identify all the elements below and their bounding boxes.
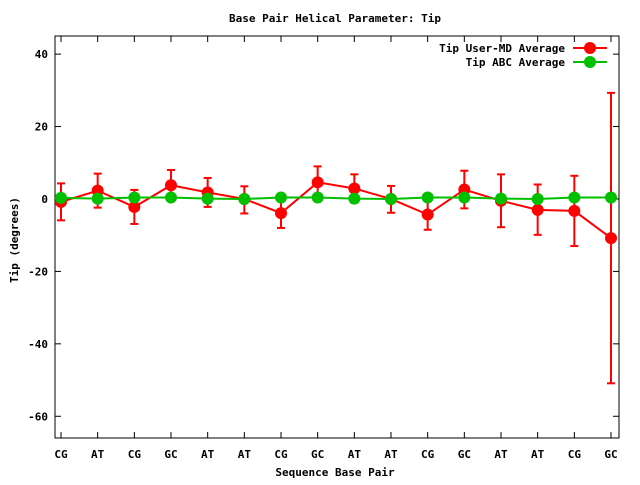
- point-user-md: [311, 176, 324, 189]
- point-abc: [421, 191, 434, 204]
- axes-layer: 40 20 0 -20 -40 -60 CG AT CG GC AT AT CG GC AT AT CG GC AT…: [28, 35, 620, 461]
- x-tick-label: AT: [201, 448, 215, 461]
- y-tick-label: -20: [28, 265, 48, 278]
- x-tick-label: GC: [311, 448, 324, 461]
- y-tick-label: 0: [41, 193, 48, 206]
- x-tick-label: AT: [348, 448, 362, 461]
- legend-label: Tip ABC Average: [466, 56, 566, 69]
- y-tick-label: -60: [28, 410, 48, 423]
- point-abc: [311, 191, 324, 204]
- legend-marker: [584, 42, 596, 54]
- point-abc: [238, 192, 251, 205]
- x-tick-label: GC: [458, 448, 471, 461]
- x-tick-label: AT: [238, 448, 252, 461]
- x-tick-label: CG: [568, 448, 582, 461]
- point-abc: [128, 191, 141, 204]
- point-abc: [385, 192, 397, 205]
- y-tick-label: 40: [35, 48, 48, 61]
- x-tick-label: AT: [531, 448, 545, 461]
- point-user-md: [275, 207, 287, 220]
- x-tick-label: GC: [604, 448, 617, 461]
- x-tick-label: CG: [54, 448, 68, 461]
- x-tick-label: AT: [384, 448, 398, 461]
- point-abc: [458, 191, 471, 204]
- point-abc: [495, 192, 507, 205]
- x-tick-label: CG: [274, 448, 288, 461]
- point-user-md: [348, 182, 361, 195]
- x-tick-label: AT: [91, 448, 105, 461]
- point-abc: [91, 192, 104, 205]
- plot-frame: [54, 35, 620, 439]
- series-line-abc: [60, 196, 611, 200]
- point-user-md: [165, 179, 177, 192]
- chart-title: Base Pair Helical Parameter: Tip: [229, 12, 441, 25]
- series-abc: [55, 191, 617, 205]
- point-abc: [275, 191, 287, 204]
- series-user-md: [55, 91, 617, 385]
- point-user-md: [421, 208, 434, 221]
- point-abc: [55, 191, 67, 204]
- y-tick-label: -40: [28, 338, 48, 351]
- y-tick-label: 20: [35, 121, 48, 134]
- legend-label: Tip User-MD Average: [439, 42, 565, 55]
- point-user-md: [531, 203, 544, 216]
- point-user-md: [605, 232, 617, 245]
- x-tick-label: GC: [164, 448, 177, 461]
- x-tick-label: AT: [494, 448, 508, 461]
- point-abc: [568, 191, 581, 204]
- x-tick-label: CG: [421, 448, 435, 461]
- series-line-user-md: [60, 181, 612, 239]
- x-tick-label: CG: [128, 448, 142, 461]
- point-abc: [531, 192, 544, 205]
- point-abc: [201, 192, 214, 205]
- x-axis-label: Sequence Base Pair: [275, 466, 395, 479]
- point-abc: [348, 192, 361, 205]
- legend-marker: [584, 56, 596, 68]
- point-user-md: [568, 204, 581, 217]
- point-abc: [605, 191, 617, 204]
- y-axis-label: Tip (degrees): [8, 197, 21, 283]
- series-layer: [55, 91, 617, 385]
- point-abc: [165, 191, 177, 204]
